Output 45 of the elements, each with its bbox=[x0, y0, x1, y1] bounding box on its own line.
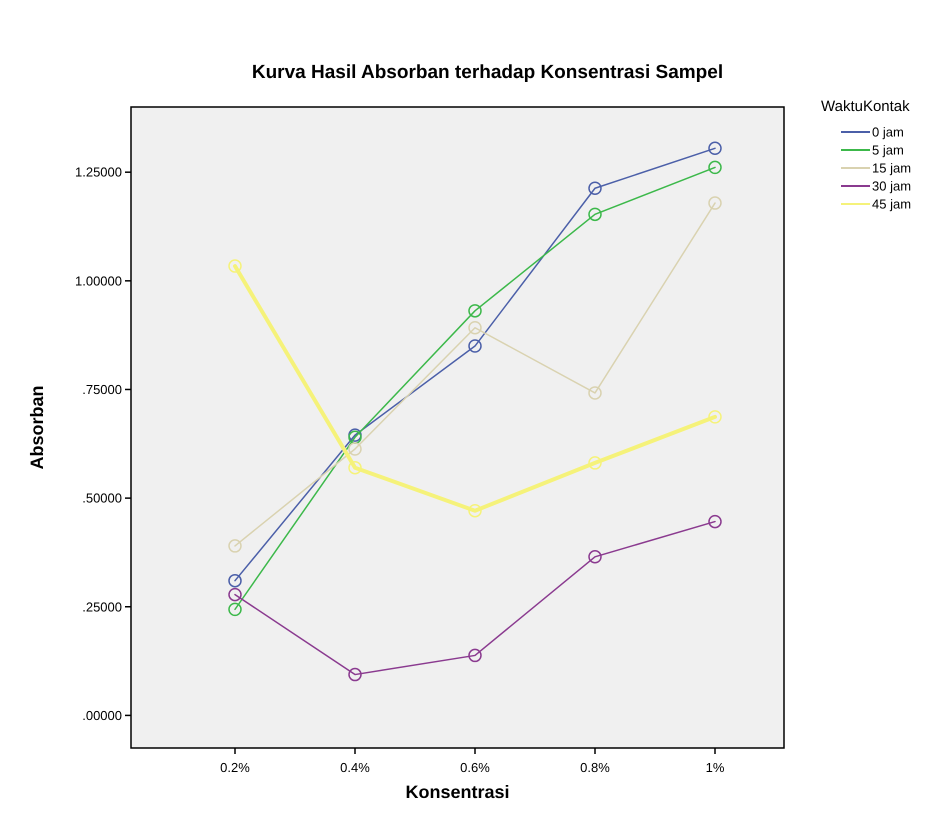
x-tick-label: 0.8% bbox=[580, 760, 610, 775]
y-tick-label: .25000 bbox=[82, 599, 122, 614]
y-tick-label: .75000 bbox=[82, 382, 122, 398]
point bbox=[708, 514, 722, 528]
point bbox=[468, 339, 482, 353]
x-tick-label: 0.6% bbox=[460, 760, 490, 775]
point bbox=[708, 196, 722, 210]
point bbox=[468, 321, 482, 335]
y-tick-label: 1.00000 bbox=[75, 273, 122, 288]
point bbox=[588, 208, 602, 222]
legend-label: 45 jam bbox=[872, 196, 912, 212]
point bbox=[228, 259, 242, 273]
point bbox=[348, 460, 362, 474]
legend-label: 0 jam bbox=[872, 124, 904, 140]
y-tick-label: .50000 bbox=[82, 490, 122, 506]
point bbox=[228, 539, 242, 553]
point bbox=[468, 304, 482, 318]
point bbox=[228, 574, 242, 588]
point bbox=[228, 602, 242, 616]
legend-label: 15 jam bbox=[872, 160, 912, 176]
point bbox=[348, 442, 362, 456]
point bbox=[588, 182, 602, 196]
point bbox=[588, 386, 602, 400]
point bbox=[708, 160, 722, 174]
point bbox=[588, 456, 602, 470]
point bbox=[348, 428, 362, 442]
x-tick-label: 0.4% bbox=[340, 760, 370, 775]
point bbox=[708, 410, 722, 424]
y-axis-title: Absorban bbox=[27, 385, 47, 470]
point bbox=[468, 504, 482, 518]
point bbox=[708, 142, 722, 156]
x-tick-label: 0.2% bbox=[220, 760, 250, 775]
point bbox=[588, 550, 602, 564]
point bbox=[468, 648, 482, 662]
x-tick-label: 1% bbox=[706, 760, 725, 775]
y-tick-label: 1.25000 bbox=[75, 164, 122, 180]
point bbox=[348, 430, 362, 444]
legend-label: 30 jam bbox=[872, 178, 912, 194]
point bbox=[228, 588, 242, 602]
legend-label: 5 jam bbox=[872, 142, 904, 158]
legend-title: WaktuKontak bbox=[821, 98, 910, 115]
x-axis-title: Konsentrasi bbox=[405, 782, 510, 802]
chart-title: Kurva Hasil Absorban terhadap Konsentrasi Sampel bbox=[252, 62, 724, 83]
point bbox=[348, 668, 362, 682]
y-tick-label: .00000 bbox=[82, 708, 122, 723]
